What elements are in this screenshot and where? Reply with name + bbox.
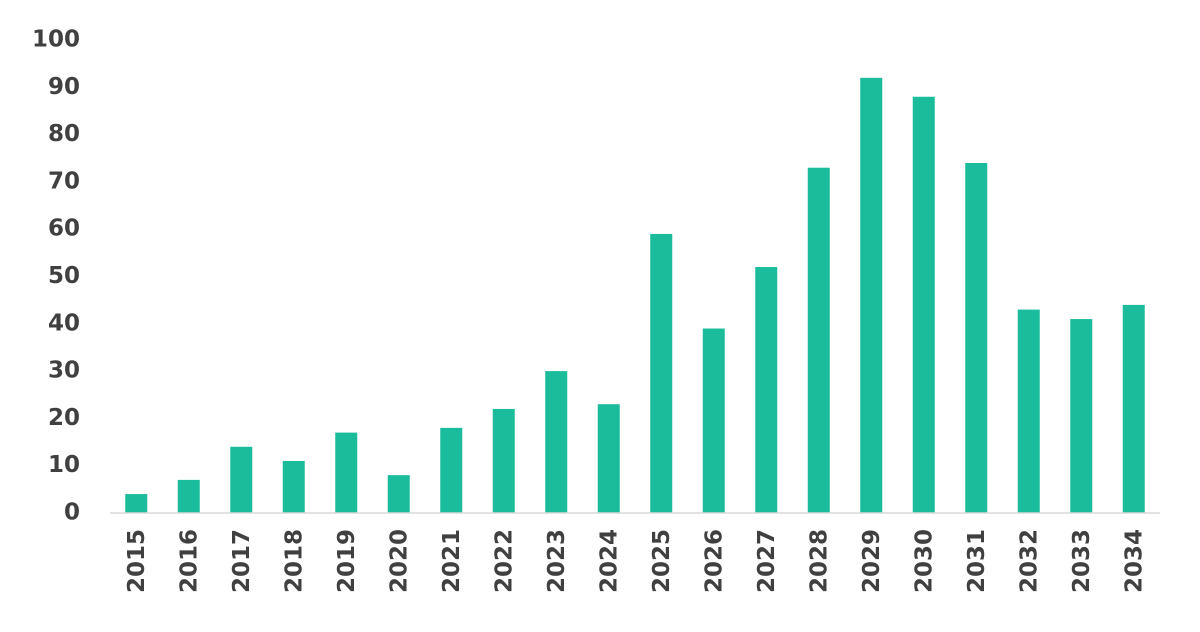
bar [125, 494, 148, 513]
bar [1122, 304, 1145, 513]
bar [755, 267, 778, 513]
x-tick-label: 2015 [124, 529, 150, 593]
y-tick-label: 80 [48, 121, 80, 147]
x-tick-label: 2020 [386, 529, 412, 593]
x-tick-label: 2032 [1016, 529, 1042, 593]
y-tick-label: 40 [48, 310, 80, 336]
x-tick-label: 2031 [964, 529, 990, 593]
x-tick-label: 2017 [229, 529, 255, 593]
bar [1070, 319, 1093, 513]
x-tick-label: 2024 [596, 529, 622, 593]
y-tick-label: 100 [32, 27, 80, 53]
y-tick-label: 10 [48, 452, 80, 478]
bar [230, 446, 253, 513]
x-tick-label: 2029 [859, 529, 885, 593]
x-tick-label: 2027 [754, 529, 780, 593]
x-tick-label: 2023 [544, 529, 570, 593]
bar [545, 371, 568, 513]
bar [860, 77, 883, 513]
bar [1017, 309, 1040, 513]
x-tick-label: 2021 [439, 529, 465, 593]
x-tick-label: 2018 [281, 529, 307, 593]
bar [965, 162, 988, 514]
y-tick-label: 90 [48, 74, 80, 100]
x-tick-label: 2016 [176, 529, 202, 593]
bar [335, 432, 358, 513]
x-tick-label: 2025 [649, 529, 675, 593]
bar [387, 475, 410, 513]
bar [702, 328, 725, 513]
x-tick-label: 2019 [334, 529, 360, 593]
bar [912, 96, 935, 513]
y-tick-label: 30 [48, 358, 80, 384]
bar [440, 427, 463, 513]
y-tick-label: 50 [48, 263, 80, 289]
y-tick-label: 70 [48, 168, 80, 194]
bar [177, 479, 200, 513]
bar [650, 233, 673, 513]
bar [282, 460, 305, 513]
x-tick-label: 2030 [911, 529, 937, 593]
x-tick-label: 2033 [1069, 529, 1095, 593]
bar [597, 404, 620, 513]
x-tick-label: 2034 [1121, 529, 1147, 593]
bar [492, 408, 515, 513]
y-tick-label: 60 [48, 216, 80, 242]
x-tick-label: 2022 [491, 529, 517, 593]
bar [807, 167, 830, 513]
x-tick-label: 2026 [701, 529, 727, 593]
y-tick-label: 20 [48, 405, 80, 431]
y-tick-label: 0 [64, 500, 80, 526]
x-tick-label: 2028 [806, 529, 832, 593]
